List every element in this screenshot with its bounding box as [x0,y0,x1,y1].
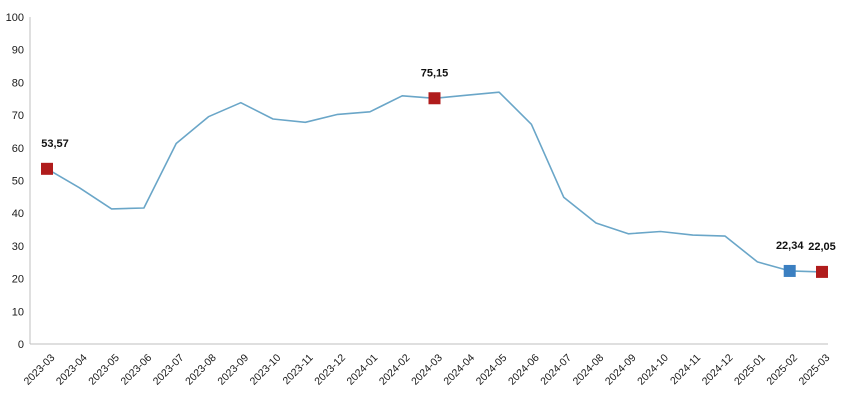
y-tick-label: 70 [12,110,24,122]
x-tick-label: 2023-08 [183,352,219,388]
y-tick-label: 0 [18,339,24,351]
x-tick-label: 2023-09 [215,352,251,388]
x-tick-label: 2023-03 [22,352,58,388]
x-tick-label: 2025-01 [732,352,768,388]
x-tick-label: 2024-04 [441,352,477,388]
y-tick-label: 40 [12,208,24,220]
y-tick-label: 80 [12,77,24,89]
data-label: 22,34 [776,240,804,252]
y-tick-label: 50 [12,176,24,188]
data-point-marker [428,92,441,105]
x-tick-label: 2024-03 [409,352,445,388]
x-tick-label: 2025-02 [764,352,800,388]
y-tick-label: 100 [6,12,24,24]
x-tick-label: 2025-03 [797,352,833,388]
x-tick-label: 2023-07 [151,352,187,388]
y-tick-label: 30 [12,241,24,253]
x-tick-label: 2024-11 [668,352,703,387]
data-label: 22,05 [808,241,836,253]
x-tick-label: 2024-09 [603,352,639,388]
x-tick-label: 2024-06 [506,352,542,388]
x-tick-label: 2024-01 [345,352,381,388]
x-tick-label: 2024-10 [635,352,671,388]
y-tick-label: 60 [12,143,24,155]
x-tick-label: 2023-04 [54,352,90,388]
series-line [46,91,823,273]
x-tick-label: 2023-06 [118,352,154,388]
data-point-marker [41,162,53,175]
x-tick-label: 2024-12 [700,352,736,388]
data-point-marker [816,265,828,278]
x-tick-label: 2024-08 [571,352,607,388]
x-tick-label: 2023-05 [86,352,122,388]
x-tick-label: 2023-12 [312,352,348,388]
y-tick-label: 20 [12,274,24,286]
data-point-marker [783,264,796,277]
x-tick-label: 2023-11 [281,352,316,387]
x-tick-label: 2024-05 [474,352,510,388]
y-tick-label: 90 [12,45,24,57]
data-label: 53,57 [41,138,69,150]
x-tick-label: 2024-07 [538,352,574,388]
data-label: 75,15 [421,67,449,79]
x-tick-label: 2023-10 [248,352,284,388]
x-tick-label: 2024-02 [377,352,413,388]
y-tick-label: 10 [12,306,24,318]
